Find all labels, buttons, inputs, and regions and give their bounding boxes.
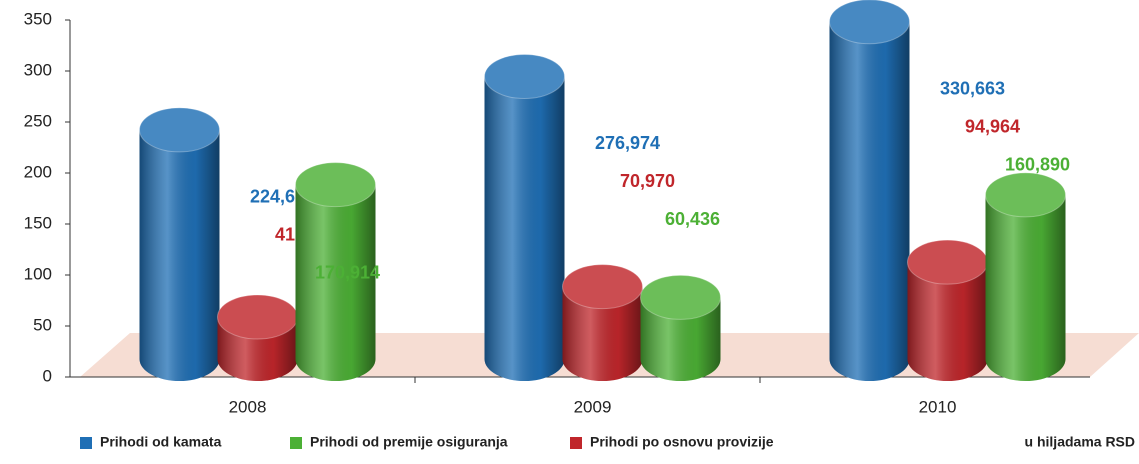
- legend-label: Prihodi po osnovu provizije: [590, 434, 774, 450]
- y-tick-label: 300: [24, 60, 52, 79]
- legend-swatch: [290, 437, 302, 449]
- value-label: 330,663: [940, 78, 1005, 98]
- y-tick-label: 50: [33, 315, 52, 334]
- bar-top-shine: [484, 54, 565, 99]
- x-tick-label: 2008: [229, 397, 267, 416]
- bar-shade: [829, 21, 910, 359]
- bar-top-shine: [562, 264, 643, 309]
- bar-shade: [484, 76, 565, 360]
- value-label: 276,974: [595, 133, 660, 153]
- value-label: 60,436: [665, 209, 720, 229]
- y-tick-label: 350: [24, 9, 52, 28]
- legend-label: Prihodi od premije osiguranja: [310, 434, 508, 450]
- y-tick-label: 0: [43, 366, 52, 385]
- legend-swatch: [570, 437, 582, 449]
- bar-top-shine: [640, 275, 721, 320]
- bar-shade: [295, 184, 376, 359]
- bar-top: [640, 274, 721, 320]
- x-tick-label: 2009: [574, 397, 612, 416]
- bar-top: [985, 172, 1066, 218]
- value-label: 94,964: [965, 116, 1020, 136]
- legend-swatch: [80, 437, 92, 449]
- y-tick-label: 250: [24, 111, 52, 130]
- x-tick-label: 2010: [919, 397, 957, 416]
- bar-top: [829, 0, 910, 45]
- bar-top: [562, 264, 643, 310]
- bar-top-shine: [907, 240, 988, 285]
- legend-label: Prihodi od kamata: [100, 434, 222, 450]
- y-tick-label: 200: [24, 162, 52, 181]
- bar-top-shine: [985, 172, 1066, 217]
- bar-top-shine: [829, 0, 910, 44]
- y-tick-label: 150: [24, 213, 52, 232]
- bar-top: [295, 162, 376, 208]
- y-tick-label: 100: [24, 264, 52, 283]
- bar-top: [484, 53, 565, 99]
- unit-note: u hiljadama RSD: [1025, 434, 1135, 450]
- value-label: 170,914: [315, 263, 380, 283]
- bar-top-shine: [217, 294, 298, 339]
- bar-top: [139, 107, 220, 153]
- bar-top-shine: [295, 162, 376, 207]
- bar-shade: [985, 194, 1066, 359]
- value-label: 160,890: [1005, 154, 1070, 174]
- bar-shade: [139, 129, 220, 359]
- bar-top-shine: [139, 107, 220, 152]
- value-label: 70,970: [620, 171, 675, 191]
